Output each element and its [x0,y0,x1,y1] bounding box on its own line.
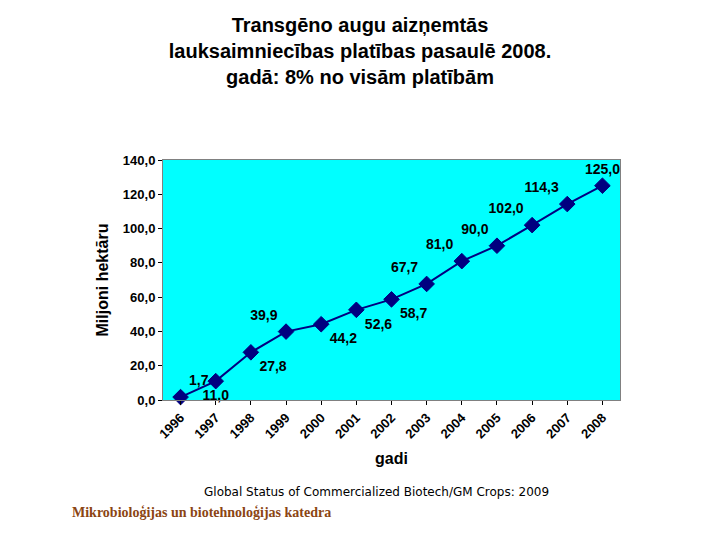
svg-text:2004: 2004 [437,410,469,442]
svg-text:52,6: 52,6 [365,316,392,332]
svg-text:11,0: 11,0 [202,387,229,403]
svg-text:1998: 1998 [227,410,258,441]
svg-text:90,0: 90,0 [461,221,488,237]
svg-text:27,8: 27,8 [259,358,286,374]
svg-text:2005: 2005 [473,410,504,441]
svg-text:100,0: 100,0 [123,221,156,236]
svg-text:2007: 2007 [543,410,574,441]
svg-text:2002: 2002 [367,410,398,441]
svg-text:114,3: 114,3 [525,179,559,195]
svg-text:39,9: 39,9 [250,307,277,323]
svg-text:20,0: 20,0 [130,358,155,373]
svg-text:40,0: 40,0 [130,324,155,339]
svg-text:2001: 2001 [332,410,363,441]
svg-text:gadi: gadi [375,450,408,467]
svg-text:Global Status of Commercialize: Global Status of Commercialized Biotech/… [204,485,549,499]
svg-text:81,0: 81,0 [426,236,453,252]
svg-text:1996: 1996 [156,410,187,441]
svg-text:2006: 2006 [508,410,539,441]
svg-text:2000: 2000 [297,410,328,441]
svg-text:1997: 1997 [191,410,222,441]
svg-text:2003: 2003 [402,410,433,441]
svg-text:1999: 1999 [262,410,293,441]
svg-text:58,7: 58,7 [400,305,427,321]
svg-text:Transgēno augu aizņemtāslauksa: Transgēno augu aizņemtāslauksaimniecības… [169,14,551,88]
svg-text:125,0: 125,0 [585,161,620,177]
svg-text:1,7: 1,7 [189,372,209,388]
svg-text:102,0: 102,0 [489,200,524,216]
svg-text:0,0: 0,0 [137,393,155,408]
svg-text:44,2: 44,2 [330,330,357,346]
svg-text:60,0: 60,0 [130,290,155,305]
svg-text:2008: 2008 [578,410,609,441]
svg-text:120,0: 120,0 [123,187,156,202]
svg-text:67,7: 67,7 [391,259,418,275]
svg-text:Mikrobioloģijas un biotehnoloģ: Mikrobioloģijas un biotehnoloģijas kated… [72,505,331,520]
svg-text:Miljoni hektāru: Miljoni hektāru [94,224,111,337]
svg-text:140,0: 140,0 [123,153,156,168]
svg-text:80,0: 80,0 [130,255,155,270]
